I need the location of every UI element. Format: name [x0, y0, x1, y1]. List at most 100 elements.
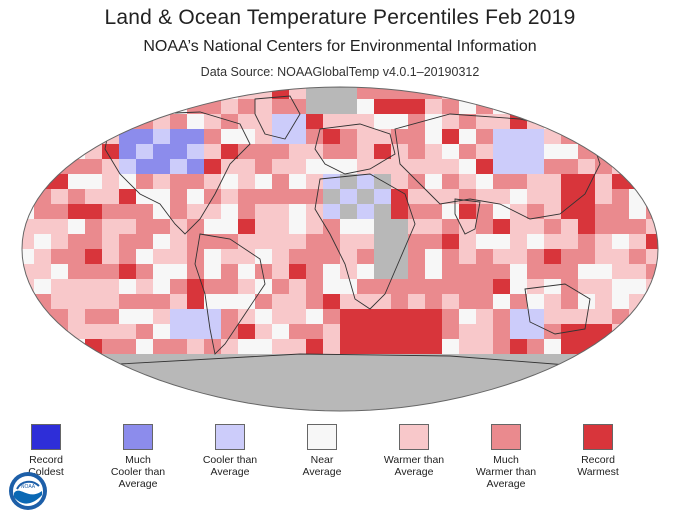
percentile-cell [68, 324, 86, 340]
percentile-cell [459, 399, 477, 411]
percentile-cell [238, 324, 256, 340]
percentile-cell [663, 369, 680, 385]
percentile-cell [595, 339, 613, 355]
percentile-cell [663, 114, 680, 130]
percentile-cell [374, 339, 392, 355]
legend-swatch [491, 424, 521, 450]
percentile-cell [306, 174, 324, 190]
percentile-cell [561, 339, 579, 355]
percentile-cell [510, 309, 528, 325]
percentile-cell [323, 339, 341, 355]
percentile-cell [289, 234, 307, 250]
percentile-cell [357, 234, 375, 250]
percentile-cell [85, 294, 103, 310]
percentile-cell [442, 174, 460, 190]
percentile-cell [425, 264, 443, 280]
percentile-cell [408, 114, 426, 130]
percentile-cell [595, 99, 613, 115]
percentile-cell [119, 309, 137, 325]
percentile-cell [272, 294, 290, 310]
percentile-cell [153, 159, 171, 175]
percentile-cell [187, 234, 205, 250]
percentile-cell [0, 309, 18, 325]
percentile-cell [68, 369, 86, 385]
percentile-cell [153, 249, 171, 265]
legend-label: Near Average [302, 454, 342, 478]
percentile-cell [561, 87, 579, 100]
percentile-cell [459, 369, 477, 385]
percentile-cell [476, 129, 494, 145]
percentile-cell [119, 234, 137, 250]
percentile-cell [408, 189, 426, 205]
percentile-cell [595, 204, 613, 220]
percentile-cell [187, 219, 205, 235]
percentile-cell [22, 399, 35, 411]
percentile-cell [578, 204, 596, 220]
percentile-cell [170, 324, 188, 340]
percentile-cell [391, 189, 409, 205]
percentile-cell [357, 114, 375, 130]
percentile-cell [0, 204, 18, 220]
percentile-cell [170, 249, 188, 265]
percentile-cell [442, 234, 460, 250]
percentile-cell [561, 144, 579, 160]
percentile-cell [34, 279, 52, 295]
percentile-cell [612, 114, 630, 130]
percentile-cell [272, 99, 290, 115]
percentile-cell [476, 279, 494, 295]
percentile-cell [408, 129, 426, 145]
percentile-cell [374, 249, 392, 265]
percentile-cell [612, 324, 630, 340]
percentile-cell [476, 204, 494, 220]
percentile-cell [34, 234, 52, 250]
percentile-cell [255, 219, 273, 235]
percentile-cell [391, 204, 409, 220]
percentile-cell [136, 324, 154, 340]
percentile-cell [323, 114, 341, 130]
percentile-cell [527, 339, 545, 355]
map-clip-group [0, 87, 680, 411]
percentile-cell [646, 234, 658, 250]
percentile-cell [323, 399, 341, 411]
percentile-cell [646, 129, 658, 145]
percentile-cell [374, 324, 392, 340]
percentile-cell [204, 129, 222, 145]
percentile-cell [561, 309, 579, 325]
land-outline [314, 123, 396, 175]
percentile-cell [595, 384, 613, 400]
percentile-cell [306, 279, 324, 295]
percentile-cell [493, 114, 511, 130]
percentile-cell [306, 87, 324, 100]
percentile-cell [68, 174, 86, 190]
percentile-cell [629, 144, 647, 160]
percentile-cell [51, 339, 69, 355]
percentile-cell [544, 369, 562, 385]
percentile-cell [510, 399, 528, 411]
percentile-cell [357, 174, 375, 190]
percentile-cell [340, 339, 358, 355]
percentile-cell [204, 369, 222, 385]
percentile-cell [221, 384, 239, 400]
percentile-cell [204, 279, 222, 295]
percentile-cell [391, 249, 409, 265]
percentile-cell [153, 369, 171, 385]
percentile-cell [510, 384, 528, 400]
percentile-cell [272, 144, 290, 160]
percentile-cell [476, 384, 494, 400]
percentile-cell [238, 339, 256, 355]
percentile-cell [221, 294, 239, 310]
percentile-cell [408, 309, 426, 325]
percentile-cell [102, 309, 120, 325]
percentile-cell [204, 264, 222, 280]
percentile-cell [612, 294, 630, 310]
percentile-cell [323, 249, 341, 265]
percentile-cell [289, 279, 307, 295]
percentile-cell [22, 339, 35, 355]
percentile-cell [153, 309, 171, 325]
percentile-cell [595, 264, 613, 280]
percentile-cell [629, 264, 647, 280]
legend-item: Near Average [277, 424, 367, 478]
percentile-cell [136, 249, 154, 265]
percentile-cell [323, 159, 341, 175]
percentile-cell [153, 189, 171, 205]
